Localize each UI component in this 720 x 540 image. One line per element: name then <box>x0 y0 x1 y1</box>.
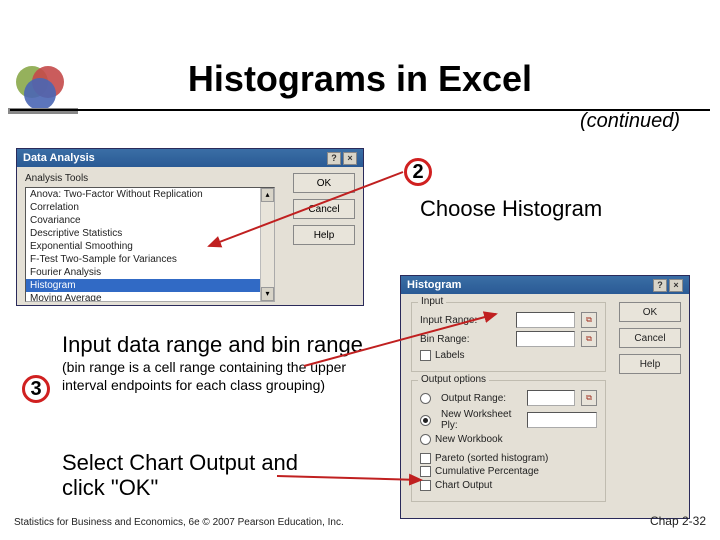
list-item[interactable]: Covariance <box>26 214 274 227</box>
footer-copyright: Statistics for Business and Economics, 6… <box>14 517 344 528</box>
labels-cb-label: Labels <box>435 350 464 361</box>
step-2-circle: 2 <box>404 158 432 186</box>
new-ws-label: New Worksheet Ply: <box>441 409 521 431</box>
select-chart-text: Select Chart Output and click "OK" <box>62 450 322 501</box>
analysis-tools-listbox[interactable]: Anova: Two-Factor Without Replication Co… <box>25 187 275 302</box>
cancel-button[interactable]: Cancel <box>619 328 681 348</box>
help-icon[interactable]: ? <box>653 279 667 292</box>
pareto-checkbox[interactable] <box>420 453 431 464</box>
chartout-checkbox[interactable] <box>420 480 431 491</box>
slide-title: Histograms in Excel <box>0 58 720 100</box>
histogram-dialog: Histogram ? × OK Cancel Help Input Input… <box>400 275 690 519</box>
scroll-up-icon[interactable]: ▴ <box>261 188 274 202</box>
dialog-title: Histogram <box>407 279 461 291</box>
dialog-title: Data Analysis <box>23 152 95 164</box>
input-range-field[interactable] <box>516 312 575 328</box>
step-3-text: Input data range and bin range (bin rang… <box>62 333 372 394</box>
close-icon[interactable]: × <box>669 279 683 292</box>
close-icon[interactable]: × <box>343 152 357 165</box>
input-legend: Input <box>418 296 446 307</box>
title-underline <box>10 109 710 111</box>
output-legend: Output options <box>418 374 489 385</box>
new-wb-label: New Workbook <box>435 434 503 445</box>
labels-checkbox[interactable] <box>420 350 431 361</box>
continued-label: (continued) <box>580 110 680 133</box>
output-range-label: Output Range: <box>441 393 521 404</box>
step-3-circle: 3 <box>22 375 50 403</box>
dialog-titlebar: Histogram ? × <box>401 276 689 294</box>
output-range-field[interactable] <box>527 390 575 406</box>
list-item-selected[interactable]: Histogram <box>26 279 274 292</box>
step-3-sub: (bin range is a cell range containing th… <box>62 359 372 394</box>
step-3-main: Input data range and bin range <box>62 332 363 357</box>
ok-button[interactable]: OK <box>293 173 355 193</box>
data-analysis-dialog: Data Analysis ? × Analysis Tools Anova: … <box>16 148 364 306</box>
new-ws-field[interactable] <box>527 412 597 428</box>
cumpct-label: Cumulative Percentage <box>435 467 539 478</box>
range-picker-icon[interactable]: ⧉ <box>581 312 597 328</box>
help-icon[interactable]: ? <box>327 152 341 165</box>
step-2-number: 2 <box>412 161 423 184</box>
list-item[interactable]: Correlation <box>26 201 274 214</box>
range-picker-icon[interactable]: ⧉ <box>581 331 597 347</box>
chartout-label: Chart Output <box>435 480 492 491</box>
list-item[interactable]: Exponential Smoothing <box>26 240 274 253</box>
cumpct-checkbox[interactable] <box>420 466 431 477</box>
output-range-radio[interactable] <box>420 393 431 404</box>
list-item[interactable]: Anova: Two-Factor Without Replication <box>26 188 274 201</box>
listbox-scrollbar[interactable]: ▴ ▾ <box>260 188 274 301</box>
ok-button[interactable]: OK <box>619 302 681 322</box>
list-item[interactable]: Moving Average <box>26 292 274 302</box>
pareto-label: Pareto (sorted histogram) <box>435 453 548 464</box>
list-item[interactable]: Fourier Analysis <box>26 266 274 279</box>
list-item[interactable]: F-Test Two-Sample for Variances <box>26 253 274 266</box>
list-item[interactable]: Descriptive Statistics <box>26 227 274 240</box>
cancel-button[interactable]: Cancel <box>293 199 355 219</box>
new-wb-radio[interactable] <box>420 434 431 445</box>
new-ws-radio[interactable] <box>420 415 431 426</box>
step-3-number: 3 <box>30 378 41 401</box>
help-button[interactable]: Help <box>293 225 355 245</box>
footer-page: Chap 2-32 <box>650 514 706 528</box>
bin-range-label: Bin Range: <box>420 334 510 345</box>
input-range-label: Input Range: <box>420 315 510 326</box>
bin-range-field[interactable] <box>516 331 575 347</box>
step-2-text: Choose Histogram <box>420 196 602 222</box>
scroll-down-icon[interactable]: ▾ <box>261 287 274 301</box>
help-button[interactable]: Help <box>619 354 681 374</box>
range-picker-icon[interactable]: ⧉ <box>581 390 597 406</box>
dialog-titlebar: Data Analysis ? × <box>17 149 363 167</box>
